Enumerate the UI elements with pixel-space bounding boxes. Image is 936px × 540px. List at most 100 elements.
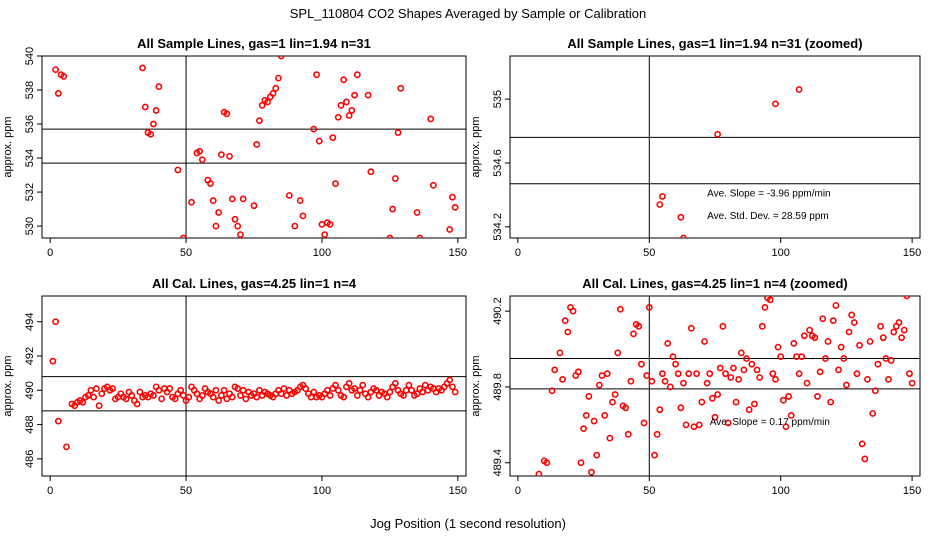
data-point (386, 388, 394, 396)
x-tick-label: 0 (515, 485, 521, 497)
data-point (451, 203, 459, 211)
data-point (588, 468, 595, 476)
data-point (843, 381, 850, 389)
annotation: Ave. Slope = 0.17 ppm/min (710, 417, 830, 428)
data-point (593, 451, 601, 459)
y-axis: 534.2 534.6 535 (492, 90, 510, 241)
data-point (277, 56, 285, 60)
data-point (561, 317, 569, 325)
x-axis-label: Jog Position (1 second resolution) (370, 516, 566, 531)
panel-sample-zoomed: All Sample Lines, gas=1 lin=1.94 n=31 (z… (470, 36, 921, 259)
data-points (656, 86, 803, 238)
y-axis: 486 488 490 492 494 (24, 313, 42, 468)
x-tick-label: 100 (772, 247, 790, 259)
data-point (595, 381, 603, 389)
data-point (264, 98, 271, 106)
data-point (821, 355, 829, 362)
data-point (664, 339, 672, 347)
data-point (141, 103, 149, 111)
x-axis: 0 50 100 150 (47, 238, 467, 259)
data-point (226, 152, 233, 160)
y-tick-label: 489.4 (492, 449, 504, 477)
data-point (551, 366, 559, 374)
data-point (651, 451, 658, 459)
data-point (291, 222, 299, 230)
y-tick-label: 534.2 (492, 213, 504, 241)
data-point (228, 393, 236, 401)
data-point (661, 377, 669, 385)
data-point (413, 209, 421, 216)
data-point (171, 395, 179, 403)
plot-frame (41, 55, 467, 239)
data-point (128, 392, 136, 399)
data-point (701, 338, 708, 345)
data-point (337, 101, 345, 109)
data-points (52, 56, 459, 238)
data-point (275, 74, 282, 82)
data-point (543, 459, 551, 467)
data-point (680, 234, 687, 238)
y-axis-label: approx. ppm (2, 116, 14, 177)
data-point (383, 393, 391, 401)
annotation: Ave. Std. Dev. = 28.59 ppm (707, 211, 829, 222)
data-point (340, 393, 348, 401)
y-tick-label: 492 (24, 347, 36, 365)
x-tick-label: 0 (47, 247, 53, 259)
data-point (887, 357, 895, 364)
data-point (367, 168, 375, 176)
data-point (624, 430, 632, 438)
data-point (585, 393, 593, 400)
data-point (391, 175, 399, 182)
data-point (685, 370, 693, 378)
plot-frame (509, 295, 921, 477)
data-point (332, 180, 339, 187)
data-point (832, 302, 840, 309)
y-tick-label: 530 (24, 217, 36, 235)
data-point (656, 201, 664, 208)
data-point (745, 406, 753, 414)
y-axis-label: approx. ppm (2, 355, 14, 416)
data-point (616, 305, 624, 313)
data-point (779, 396, 787, 404)
data-point (706, 370, 714, 378)
data-point (234, 222, 242, 230)
data-point (727, 374, 735, 381)
data-point (215, 397, 223, 404)
y-tick-label: 538 (24, 81, 36, 99)
data-point (751, 400, 758, 408)
data-point (790, 339, 798, 347)
data-point (714, 130, 722, 138)
data-point (753, 366, 761, 374)
y-tick-label: 534.6 (492, 149, 504, 177)
y-tick-label: 535 (492, 90, 504, 108)
data-point (622, 404, 630, 412)
data-point (680, 379, 687, 387)
data-point (695, 421, 703, 429)
y-axis-label: approx. ppm (470, 116, 482, 177)
data-point (215, 209, 223, 216)
data-point (449, 383, 456, 391)
data-point (814, 393, 821, 400)
data-point (714, 391, 722, 398)
data-point (590, 417, 598, 425)
data-point (580, 425, 587, 433)
data-point (687, 324, 695, 332)
panel-title: All Sample Lines, gas=1 lin=1.94 n=31 (z… (567, 36, 862, 51)
data-point (155, 83, 163, 91)
data-point (674, 370, 682, 378)
data-point (777, 353, 785, 361)
data-point (574, 368, 582, 376)
data-point (315, 137, 323, 145)
data-point (609, 398, 616, 406)
y-tick-label: 494 (24, 313, 36, 331)
data-point (635, 322, 643, 330)
data-point (242, 395, 250, 403)
data-point (179, 234, 187, 238)
data-point (837, 343, 845, 351)
data-point (732, 398, 740, 406)
data-point (334, 113, 342, 121)
y-tick-label: 490 (24, 381, 36, 399)
data-point (782, 423, 790, 431)
data-points (535, 296, 916, 476)
